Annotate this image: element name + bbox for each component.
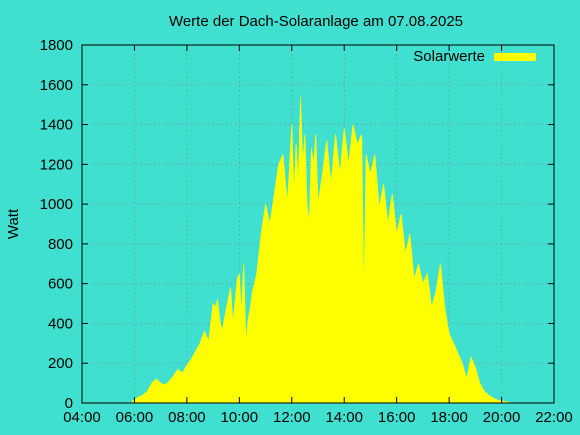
- y-tick-label: 1200: [40, 156, 73, 173]
- plot-area: [131, 96, 515, 403]
- axis-ticks: [81, 44, 555, 404]
- legend: Solarwerte: [413, 48, 536, 65]
- y-tick-label: 1000: [40, 196, 73, 213]
- x-tick-labels: 04:00 06:00 08:00 10:00 12:00 14:00 16:00 18:00…: [63, 409, 573, 426]
- x-tick-label: 14:00: [325, 409, 363, 426]
- x-tick-label: 06:00: [116, 409, 154, 426]
- x-tick-label: 08:00: [168, 409, 206, 426]
- legend-label: Solarwerte: [413, 48, 485, 65]
- series-area-solarwerte: [131, 96, 515, 403]
- x-tick-label: 18:00: [430, 409, 468, 426]
- y-tick-label: 1400: [40, 117, 73, 134]
- legend-swatch: [494, 53, 536, 61]
- y-tick-label: 0: [65, 395, 73, 412]
- x-tick-label: 04:00: [63, 409, 101, 426]
- plot-frame: [81, 44, 555, 404]
- y-tick-label: 200: [48, 355, 73, 372]
- y-tick-label: 1800: [40, 37, 73, 54]
- chart-title: Werte der Dach-Solaranlage am 07.08.2025: [169, 13, 463, 30]
- x-tick-label: 10:00: [221, 409, 259, 426]
- y-tick-label: 400: [48, 315, 73, 332]
- y-tick-label: 600: [48, 276, 73, 293]
- y-tick-labels: 0 200 400 600 800 1000 1200 1400 1600 1800: [40, 37, 73, 412]
- y-axis-label: Watt: [5, 208, 22, 239]
- x-tick-label: 12:00: [273, 409, 311, 426]
- x-tick-label: 16:00: [378, 409, 416, 426]
- y-tick-label: 800: [48, 236, 73, 253]
- x-tick-label: 22:00: [535, 409, 573, 426]
- x-tick-label: 20:00: [483, 409, 521, 426]
- y-tick-label: 1600: [40, 77, 73, 94]
